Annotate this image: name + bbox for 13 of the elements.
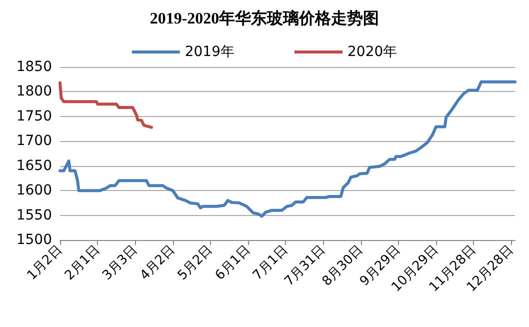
y-tick-label: 1550 [16, 207, 52, 224]
y-tick-label: 1600 [16, 182, 52, 199]
chart-title: 2019-2020年华东玻璃价格走势图 [150, 10, 380, 28]
y-tick-label: 1650 [16, 158, 52, 174]
y-tick-label: 1800 [16, 84, 52, 100]
y-tick-label: 1500 [16, 232, 52, 248]
legend-label: 2019年 [184, 44, 235, 60]
y-tick-label: 1850 [16, 59, 52, 75]
line-series [58, 80, 516, 218]
legend-label: 2020年 [348, 44, 398, 60]
line-series [58, 81, 153, 129]
y-tick-label: 1700 [16, 133, 52, 150]
y-tick-label: 1750 [16, 108, 52, 124]
